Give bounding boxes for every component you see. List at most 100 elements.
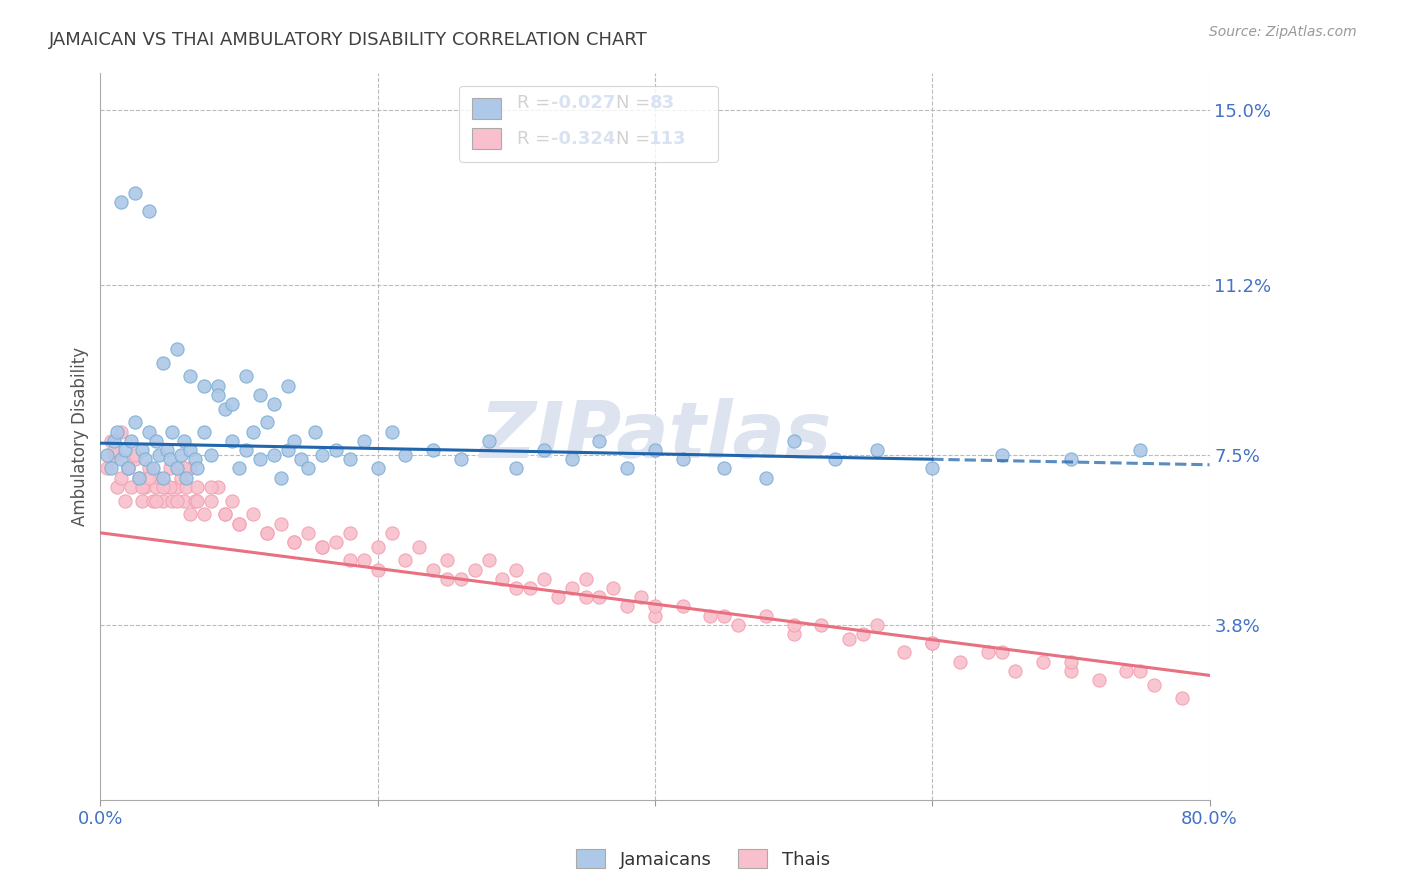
Point xyxy=(949,655,972,669)
Point xyxy=(124,416,146,430)
Point xyxy=(170,470,193,484)
Point xyxy=(173,434,195,448)
Point xyxy=(755,470,778,484)
Point xyxy=(353,553,375,567)
Point xyxy=(117,461,139,475)
Point xyxy=(339,452,361,467)
Point xyxy=(162,425,184,439)
Point xyxy=(100,461,122,475)
Text: -0.027: -0.027 xyxy=(551,95,614,112)
Point xyxy=(672,599,695,614)
Point xyxy=(824,452,846,467)
Point xyxy=(124,186,146,200)
Point xyxy=(810,617,832,632)
Point xyxy=(110,452,132,467)
Point xyxy=(193,378,215,392)
Point xyxy=(159,480,181,494)
Point xyxy=(110,194,132,209)
Point xyxy=(533,443,555,458)
Point xyxy=(256,525,278,540)
Point xyxy=(179,443,201,458)
Point xyxy=(221,434,243,448)
Point xyxy=(866,443,889,458)
Point xyxy=(183,452,205,467)
Point xyxy=(152,470,174,484)
Point xyxy=(193,508,215,522)
Point xyxy=(179,508,201,522)
Point xyxy=(138,203,160,218)
Point xyxy=(1115,664,1137,678)
Point xyxy=(408,540,430,554)
Point xyxy=(1032,655,1054,669)
Point xyxy=(505,563,527,577)
Point xyxy=(699,608,721,623)
Point xyxy=(713,608,735,623)
Point xyxy=(782,617,804,632)
Point xyxy=(186,493,208,508)
Point xyxy=(311,540,333,554)
Point xyxy=(270,470,292,484)
Point xyxy=(200,480,222,494)
Point xyxy=(464,563,486,577)
Point xyxy=(727,617,749,632)
Point xyxy=(214,508,236,522)
Point xyxy=(283,535,305,549)
Point xyxy=(228,516,250,531)
Point xyxy=(131,443,153,458)
Point xyxy=(173,461,195,475)
Text: 113: 113 xyxy=(650,130,688,148)
Text: R =: R = xyxy=(517,130,557,148)
Point xyxy=(200,493,222,508)
Point xyxy=(152,356,174,370)
Y-axis label: Ambulatory Disability: Ambulatory Disability xyxy=(72,347,89,525)
Point xyxy=(1171,691,1194,706)
Point xyxy=(142,461,165,475)
Point xyxy=(297,525,319,540)
Point xyxy=(644,443,666,458)
Point xyxy=(270,516,292,531)
Point xyxy=(436,553,458,567)
Point xyxy=(519,581,541,595)
Point xyxy=(110,425,132,439)
Point xyxy=(221,397,243,411)
Point xyxy=(311,540,333,554)
Point xyxy=(128,470,150,484)
Point xyxy=(547,591,569,605)
Point xyxy=(183,493,205,508)
Point xyxy=(644,608,666,623)
Point xyxy=(921,636,943,650)
Point xyxy=(304,425,326,439)
Point xyxy=(976,645,998,659)
Point xyxy=(283,535,305,549)
Point xyxy=(990,448,1012,462)
Point xyxy=(422,563,444,577)
Point xyxy=(505,461,527,475)
Point xyxy=(142,493,165,508)
Point xyxy=(138,461,160,475)
Point xyxy=(276,443,298,458)
Point xyxy=(367,461,389,475)
Point xyxy=(134,452,156,467)
Point xyxy=(249,388,271,402)
Point xyxy=(852,627,875,641)
Point xyxy=(921,461,943,475)
Text: Source: ZipAtlas.com: Source: ZipAtlas.com xyxy=(1209,25,1357,39)
Point xyxy=(1060,655,1083,669)
Point xyxy=(1129,664,1152,678)
Point xyxy=(1004,664,1026,678)
Point xyxy=(575,591,598,605)
Point xyxy=(103,448,125,462)
Point xyxy=(124,448,146,462)
Point xyxy=(242,425,264,439)
Point xyxy=(450,572,472,586)
Point xyxy=(124,452,146,467)
Point xyxy=(838,632,860,646)
Point xyxy=(170,448,193,462)
Point xyxy=(505,581,527,595)
Legend: Jamaicans, Thais: Jamaicans, Thais xyxy=(569,841,837,876)
Point xyxy=(186,461,208,475)
Point xyxy=(339,525,361,540)
Point xyxy=(186,480,208,494)
Point xyxy=(1060,664,1083,678)
Point xyxy=(380,425,402,439)
